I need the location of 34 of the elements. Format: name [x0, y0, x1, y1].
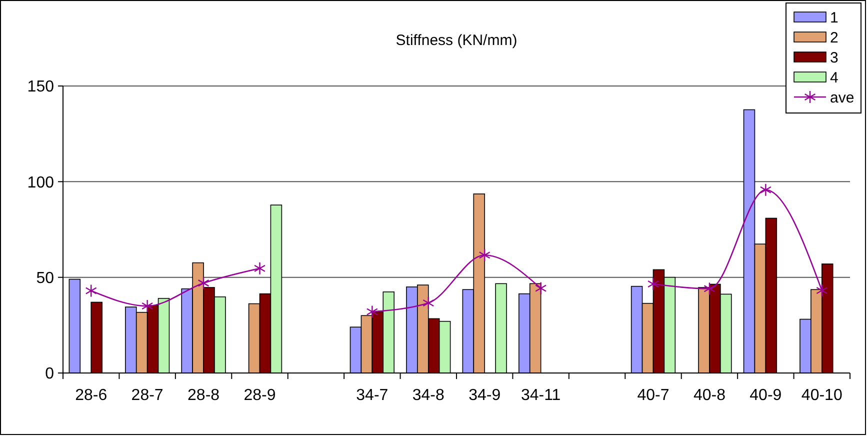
x-tick-label: 28-6: [75, 387, 108, 404]
point: [85, 284, 97, 298]
point: [198, 276, 210, 290]
x-tick-label: 34-9: [468, 387, 501, 404]
point: [760, 183, 772, 196]
point: [142, 299, 154, 313]
x-tick-label: 40-9: [750, 387, 782, 404]
y-tick-label: 100: [27, 174, 54, 192]
x-tick-label: 28-8: [188, 387, 220, 404]
y-tick-label: 50: [36, 270, 54, 287]
x-tick-label: 34-7: [356, 387, 388, 404]
point: [366, 305, 378, 318]
point: [422, 296, 434, 310]
y-tick-label: 150: [27, 78, 54, 96]
x-tick-label: 40-10: [801, 387, 842, 404]
x-tick-label: 28-9: [244, 387, 276, 404]
x-tick-label: 34-8: [412, 387, 444, 404]
chart-title: Stiffness (KN/mm): [396, 32, 518, 49]
point: [647, 277, 660, 291]
legend-label: 4: [830, 69, 838, 86]
point: [254, 262, 266, 275]
point: [478, 248, 490, 262]
point: [535, 282, 547, 295]
x-tick-label: 40-8: [693, 387, 726, 404]
legend-label: 3: [830, 49, 838, 66]
y-tick-label: 0: [45, 366, 54, 383]
x-tick-label: 34-11: [520, 387, 561, 404]
x-tick-label: 28-7: [131, 387, 164, 404]
point: [816, 284, 828, 298]
legend-label: 2: [830, 29, 838, 46]
x-tick-label: 40-7: [637, 387, 670, 404]
legend-label: ave: [830, 89, 854, 106]
point: [704, 282, 716, 296]
legend-label: 1: [830, 9, 838, 26]
